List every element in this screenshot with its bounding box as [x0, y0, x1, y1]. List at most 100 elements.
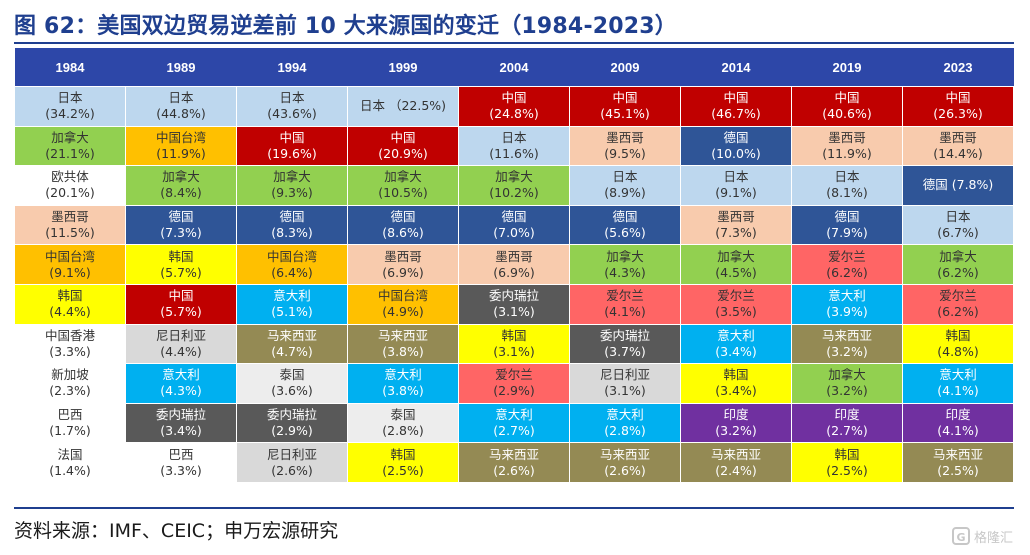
country-cell: 韩国 (2.5%)	[347, 442, 459, 483]
rank-row: 中国香港 (3.3%) 尼日利亚 (4.4%) 马来西亚 (4.7%) 马来西亚 (3.8%)…	[14, 323, 1014, 365]
country-cell: 印度 (4.1%)	[902, 402, 1014, 444]
country-name: 爱尔兰	[495, 367, 533, 383]
country-name: 加拿大	[51, 129, 89, 145]
share-pct: (2.7%)	[493, 423, 535, 439]
share-pct: (5.7%)	[160, 264, 202, 280]
share-pct: (46.7%)	[711, 106, 761, 122]
country-cell: 印度 (3.2%)	[680, 402, 792, 444]
country-cell: 加拿大 (9.3%)	[236, 165, 348, 206]
year-header: 1994	[236, 48, 348, 87]
country-cell: 加拿大 (21.1%)	[14, 125, 126, 167]
share-pct: (3.1%)	[493, 343, 535, 359]
share-pct: (40.6%)	[822, 106, 872, 122]
country-name: 中国	[723, 90, 749, 106]
share-pct: (1.4%)	[49, 462, 91, 478]
share-pct: (7.9%)	[826, 225, 868, 241]
country-cell: 中国台湾 (11.9%)	[125, 125, 237, 167]
country-name: 委内瑞拉	[488, 288, 539, 304]
share-pct: (2.9%)	[493, 383, 535, 399]
country-cell: 意大利 (4.1%)	[902, 363, 1014, 404]
country-cell: 意大利 (3.9%)	[791, 283, 903, 325]
country-name: 意大利	[162, 367, 200, 383]
country-cell: 中国台湾 (4.9%)	[347, 283, 459, 325]
share-pct: (11.6%)	[489, 145, 539, 161]
country-cell: 印度 (2.7%)	[791, 402, 903, 444]
share-pct: (7.8%)	[951, 177, 994, 193]
country-name: 中国香港	[44, 327, 95, 343]
country-name: 马来西亚	[599, 446, 650, 462]
country-cell: 墨西哥 (6.9%)	[458, 244, 570, 285]
country-cell: 法国 (1.4%)	[14, 442, 126, 483]
header-row: 1984 1989 1994 1999 2004 2009 2014 2019 …	[14, 48, 1014, 87]
country-name: 中国台湾	[44, 248, 95, 264]
year-header: 1984	[14, 48, 126, 87]
rank-row: 法国 (1.4%) 巴西 (3.3%) 尼日利亚 (2.6%) 韩国 (2.5%) 马来西亚 (2…	[14, 442, 1014, 483]
share-pct: (7.3%)	[715, 225, 757, 241]
country-name: 马来西亚	[377, 327, 428, 343]
country-name: 委内瑞拉	[266, 407, 317, 423]
country-name: 意大利	[717, 327, 755, 343]
country-cell: 加拿大 (8.4%)	[125, 165, 237, 206]
country-name: 印度	[723, 407, 749, 423]
country-cell: 墨西哥 (14.4%)	[902, 125, 1014, 167]
country-cell: 欧共体 (20.1%)	[14, 165, 126, 206]
country-name: 意大利	[273, 288, 311, 304]
country-cell: 日本 (11.6%)	[458, 125, 570, 167]
country-name: 日本	[834, 169, 860, 185]
share-pct: (14.4%)	[933, 145, 983, 161]
share-pct: (8.6%)	[382, 225, 424, 241]
country-cell: 德国 (7.9%)	[791, 204, 903, 246]
country-name: 马来西亚	[710, 446, 761, 462]
share-pct: (3.4%)	[160, 423, 202, 439]
country-cell: 马来西亚 (2.4%)	[680, 442, 792, 483]
share-pct: (4.1%)	[937, 423, 979, 439]
share-pct: (5.6%)	[604, 225, 646, 241]
share-pct: (2.5%)	[937, 462, 979, 478]
country-cell: 尼日利亚 (2.6%)	[236, 442, 348, 483]
country-cell: 委内瑞拉 (3.4%)	[125, 402, 237, 444]
share-pct: (43.6%)	[267, 106, 317, 122]
country-name: 爱尔兰	[828, 248, 866, 264]
country-name: 中国台湾	[377, 288, 428, 304]
country-name: 日本	[501, 129, 527, 145]
share-pct: (3.6%)	[271, 383, 313, 399]
country-cell: 爱尔兰 (6.2%)	[902, 283, 1014, 325]
share-pct: (5.7%)	[160, 304, 202, 320]
country-cell: 德国 (10.0%)	[680, 125, 792, 167]
share-pct: (44.8%)	[156, 106, 206, 122]
share-pct: (7.3%)	[160, 225, 202, 241]
country-name: 欧共体	[51, 169, 89, 185]
share-pct: (6.4%)	[271, 264, 313, 280]
share-pct: (3.8%)	[382, 343, 424, 359]
share-pct: (5.1%)	[271, 304, 313, 320]
country-name: 韩国	[501, 327, 527, 343]
share-pct: (3.9%)	[826, 304, 868, 320]
country-name: 加拿大	[495, 169, 533, 185]
country-name: 新加坡	[51, 367, 89, 383]
country-cell: 韩国 (3.1%)	[458, 323, 570, 365]
country-cell: 巴西 (1.7%)	[14, 402, 126, 444]
watermark-logo: G 格隆汇	[952, 523, 1018, 549]
rank-row: 日本 (34.2%) 日本 (44.8%) 日本 (43.6%) 日本 （22.5%) 中国 (2…	[14, 86, 1014, 127]
logo-icon: G	[952, 527, 970, 545]
country-name: 中国	[834, 90, 860, 106]
country-name: 墨西哥	[51, 209, 89, 225]
country-cell: 墨西哥 (11.9%)	[791, 125, 903, 167]
country-name: 墨西哥	[384, 248, 422, 264]
country-cell: 巴西 (3.3%)	[125, 442, 237, 483]
share-pct: (3.3%)	[160, 462, 202, 478]
country-name: 中国	[168, 288, 194, 304]
country-name: 日本	[945, 209, 971, 225]
country-name: 爱尔兰	[939, 288, 977, 304]
share-pct: (10.5%)	[378, 185, 428, 201]
country-name: 日本	[57, 90, 83, 106]
country-cell: 韩国 (4.8%)	[902, 323, 1014, 365]
share-pct: (4.3%)	[160, 383, 202, 399]
share-pct: (4.4%)	[160, 343, 202, 359]
country-name: 日本	[168, 90, 194, 106]
share-pct: (4.1%)	[937, 383, 979, 399]
country-cell: 新加坡 (2.3%)	[14, 363, 126, 404]
country-cell: 爱尔兰 (4.1%)	[569, 283, 681, 325]
rank-row: 韩国 (4.4%) 中国 (5.7%) 意大利 (5.1%) 中国台湾 (4.9%) 委内瑞拉(…	[14, 283, 1014, 325]
share-pct: (8.1%)	[826, 185, 868, 201]
